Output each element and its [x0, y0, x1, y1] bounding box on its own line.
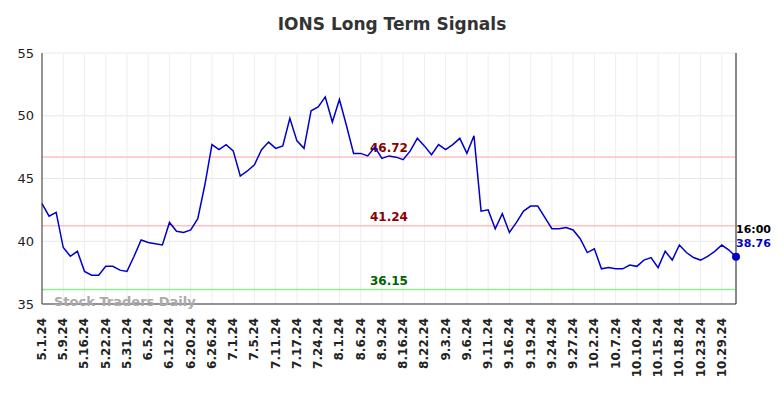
svg-text:8.22.24: 8.22.24 — [417, 318, 431, 369]
svg-text:5.1.24: 5.1.24 — [35, 318, 49, 361]
svg-text:7.11.24: 7.11.24 — [269, 318, 283, 369]
svg-text:10.23.24: 10.23.24 — [694, 318, 708, 377]
svg-text:6.26.24: 6.26.24 — [205, 318, 219, 369]
svg-text:35: 35 — [17, 297, 34, 312]
svg-text:6.5.24: 6.5.24 — [141, 318, 155, 361]
svg-text:9.11.24: 9.11.24 — [481, 318, 495, 369]
svg-text:6.20.24: 6.20.24 — [184, 318, 198, 369]
svg-text:8.6.24: 8.6.24 — [354, 318, 368, 361]
svg-text:8.1.24: 8.1.24 — [332, 318, 346, 361]
svg-text:10.29.24: 10.29.24 — [715, 318, 729, 377]
svg-text:8.16.24: 8.16.24 — [396, 318, 410, 369]
svg-text:40: 40 — [17, 234, 34, 249]
svg-text:8.9.24: 8.9.24 — [375, 318, 389, 361]
svg-text:16:00: 16:00 — [736, 223, 771, 236]
svg-text:10.7.24: 10.7.24 — [609, 318, 623, 369]
svg-text:5.16.24: 5.16.24 — [77, 318, 91, 369]
svg-text:10.10.24: 10.10.24 — [630, 318, 644, 377]
svg-text:10.15.24: 10.15.24 — [651, 318, 665, 377]
svg-text:9.6.24: 9.6.24 — [460, 318, 474, 361]
svg-text:6.12.24: 6.12.24 — [162, 318, 176, 369]
svg-text:9.19.24: 9.19.24 — [524, 318, 538, 369]
html-text:IONS Long Term Signals: IONS Long Term Signals — [277, 14, 507, 34]
svg-text:5.9.24: 5.9.24 — [56, 318, 70, 361]
svg-text:45: 45 — [17, 171, 34, 186]
svg-text:7.24.24: 7.24.24 — [311, 318, 325, 369]
svg-text:5.22.24: 5.22.24 — [99, 318, 113, 369]
svg-text:7.17.24: 7.17.24 — [290, 318, 304, 369]
svg-text:36.15: 36.15 — [370, 274, 408, 288]
svg-text:5.31.24: 5.31.24 — [120, 318, 134, 369]
svg-text:9.27.24: 9.27.24 — [566, 318, 580, 369]
svg-text:10.2.24: 10.2.24 — [587, 318, 601, 369]
svg-text:10.18.24: 10.18.24 — [672, 318, 686, 377]
svg-text:9.24.24: 9.24.24 — [545, 318, 559, 369]
svg-text:55: 55 — [17, 46, 34, 61]
svg-text:9.3.24: 9.3.24 — [439, 318, 453, 361]
html-text:Stock Traders Daily: Stock Traders Daily — [54, 294, 196, 309]
svg-text:9.16.24: 9.16.24 — [502, 318, 516, 369]
svg-text:46.72: 46.72 — [370, 140, 408, 155]
svg-text:7.1.24: 7.1.24 — [226, 318, 240, 361]
svg-text:50: 50 — [17, 108, 34, 123]
svg-text:7.5.24: 7.5.24 — [247, 318, 261, 361]
svg-text:38.76: 38.76 — [736, 237, 771, 250]
svg-text:41.24: 41.24 — [370, 210, 408, 224]
